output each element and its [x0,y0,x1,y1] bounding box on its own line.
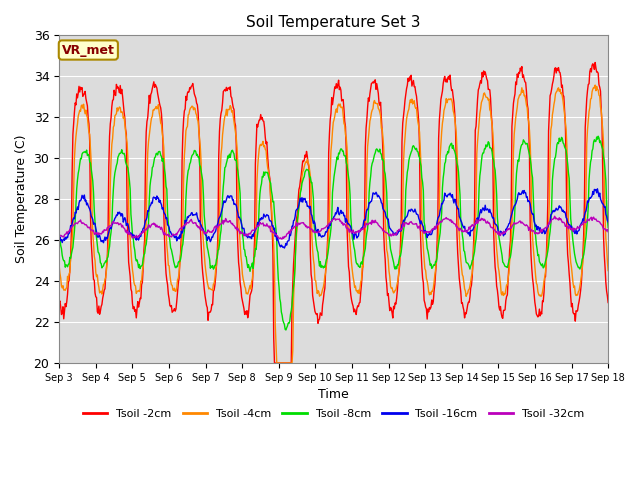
Title: Soil Temperature Set 3: Soil Temperature Set 3 [246,15,421,30]
Text: VR_met: VR_met [62,44,115,57]
Tsoil -2cm [65,278,73,284]
Tsoil -16cm [207,239,214,244]
Tsoil -2cm [271,360,278,366]
Tsoil -8cm [401,213,409,218]
Tsoil -4cm [122,128,129,134]
Tsoil -16cm [593,186,601,192]
Tsoil -16cm [417,218,425,224]
Tsoil -32cm [417,228,425,233]
Tsoil -16cm [177,228,185,234]
Tsoil -4cm [177,247,185,252]
Line: Tsoil -32cm: Tsoil -32cm [59,216,608,239]
Tsoil -32cm [55,231,63,237]
Tsoil -2cm [604,300,612,305]
Tsoil -4cm [591,82,599,88]
Tsoil -8cm [122,159,129,165]
Tsoil -4cm [401,134,409,140]
Tsoil -16cm [280,245,288,251]
Tsoil -8cm [207,265,214,271]
Tsoil -8cm [65,261,73,267]
Tsoil -2cm [177,232,185,238]
Line: Tsoil -4cm: Tsoil -4cm [59,85,608,363]
Tsoil -16cm [55,237,63,242]
Tsoil -32cm [177,226,185,231]
Tsoil -4cm [55,263,63,269]
Tsoil -16cm [122,217,129,223]
Tsoil -2cm [591,60,599,65]
Tsoil -2cm [417,248,425,253]
Tsoil -2cm [207,309,214,315]
Legend: Tsoil -2cm, Tsoil -4cm, Tsoil -8cm, Tsoil -16cm, Tsoil -32cm: Tsoil -2cm, Tsoil -4cm, Tsoil -8cm, Tsoi… [79,404,589,423]
Tsoil -8cm [595,133,602,139]
Line: Tsoil -2cm: Tsoil -2cm [59,62,608,363]
Y-axis label: Soil Temperature (C): Soil Temperature (C) [15,135,28,264]
Line: Tsoil -8cm: Tsoil -8cm [59,136,608,330]
Tsoil -4cm [604,268,612,274]
Tsoil -8cm [177,252,185,257]
Tsoil -8cm [417,163,425,169]
Tsoil -8cm [282,327,290,333]
Tsoil -32cm [207,229,214,235]
Tsoil -16cm [401,216,409,222]
Tsoil -32cm [551,213,559,219]
Tsoil -32cm [65,229,73,235]
Tsoil -32cm [122,229,129,235]
X-axis label: Time: Time [318,388,349,401]
Tsoil -16cm [65,231,73,237]
Tsoil -2cm [122,126,129,132]
Tsoil -2cm [55,300,63,306]
Tsoil -2cm [401,97,409,103]
Tsoil -32cm [278,236,286,242]
Tsoil -4cm [273,360,280,366]
Tsoil -4cm [65,271,73,277]
Tsoil -4cm [417,164,425,169]
Line: Tsoil -16cm: Tsoil -16cm [59,189,608,248]
Tsoil -32cm [604,229,612,235]
Tsoil -8cm [604,225,612,230]
Tsoil -4cm [207,286,214,292]
Tsoil -32cm [401,220,409,226]
Tsoil -8cm [55,231,63,237]
Tsoil -16cm [604,219,612,225]
